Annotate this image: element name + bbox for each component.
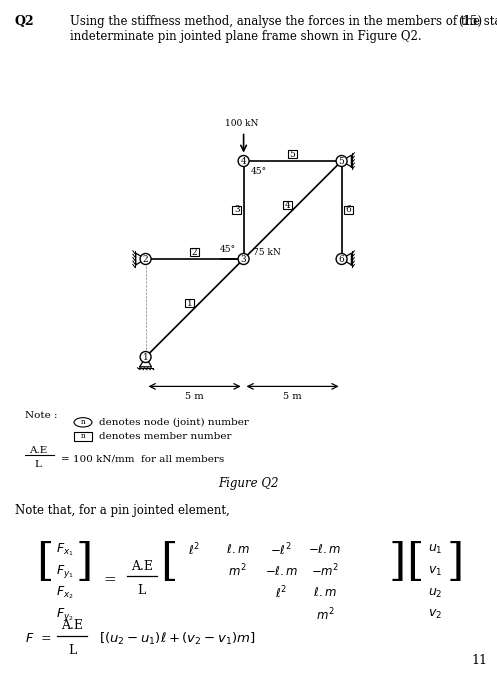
Text: L: L bbox=[138, 584, 146, 597]
Text: n: n bbox=[81, 419, 85, 426]
Text: 5: 5 bbox=[338, 157, 344, 165]
Text: [: [ bbox=[161, 540, 177, 584]
Text: $-m^2$: $-m^2$ bbox=[311, 563, 339, 580]
Text: Note :: Note : bbox=[25, 411, 57, 420]
Text: 6: 6 bbox=[339, 255, 344, 263]
Text: $-\ell.m$: $-\ell.m$ bbox=[264, 565, 298, 578]
Text: denotes member number: denotes member number bbox=[99, 432, 231, 441]
Bar bbox=[288, 150, 297, 158]
Text: $-\ell^2$: $-\ell^2$ bbox=[270, 541, 292, 558]
Text: 2: 2 bbox=[192, 248, 197, 257]
Text: $F_{x_2}$: $F_{x_2}$ bbox=[56, 584, 74, 601]
Text: 5: 5 bbox=[290, 150, 296, 159]
Text: 1: 1 bbox=[143, 353, 149, 361]
Text: 75 kN: 75 kN bbox=[253, 248, 281, 257]
Text: 3: 3 bbox=[234, 206, 240, 214]
Text: 4: 4 bbox=[285, 201, 291, 209]
Text: 45°: 45° bbox=[220, 245, 236, 254]
Text: $F_{x_1}$: $F_{x_1}$ bbox=[56, 541, 74, 558]
Text: 5 m: 5 m bbox=[283, 392, 302, 401]
Bar bbox=[344, 206, 353, 214]
Text: Using the stiffness method, analyse the forces in the members of the statically
: Using the stiffness method, analyse the … bbox=[70, 15, 497, 43]
Text: (15): (15) bbox=[458, 15, 482, 28]
Circle shape bbox=[140, 351, 151, 363]
Text: A.E: A.E bbox=[29, 446, 47, 455]
Circle shape bbox=[238, 155, 249, 167]
Text: ]: ] bbox=[389, 540, 406, 584]
Text: 4: 4 bbox=[241, 157, 247, 165]
Circle shape bbox=[238, 253, 249, 265]
Text: 100 kN: 100 kN bbox=[225, 119, 258, 127]
Text: [: [ bbox=[407, 540, 423, 584]
Text: Figure Q2: Figure Q2 bbox=[218, 477, 279, 489]
Text: A.E: A.E bbox=[61, 620, 83, 633]
Circle shape bbox=[336, 155, 347, 167]
Text: denotes node (joint) number: denotes node (joint) number bbox=[99, 418, 248, 427]
Text: 1: 1 bbox=[187, 299, 193, 307]
Text: $\ell.m$: $\ell.m$ bbox=[313, 587, 337, 599]
Text: $\ell^2$: $\ell^2$ bbox=[275, 584, 287, 601]
Text: 45°: 45° bbox=[250, 167, 266, 176]
Text: 5 m: 5 m bbox=[185, 392, 204, 401]
Text: 3: 3 bbox=[241, 255, 247, 263]
Bar bbox=[190, 248, 199, 256]
Circle shape bbox=[336, 253, 347, 265]
Text: L: L bbox=[35, 460, 42, 469]
Text: n: n bbox=[81, 433, 85, 440]
Text: $F_{y_1}$: $F_{y_1}$ bbox=[56, 563, 74, 580]
Text: ]: ] bbox=[76, 540, 93, 584]
Text: =: = bbox=[103, 573, 116, 587]
Text: = 100 kN/mm  for all members: = 100 kN/mm for all members bbox=[61, 454, 224, 463]
Text: 2: 2 bbox=[143, 255, 149, 263]
Bar bbox=[74, 432, 92, 441]
Text: A.E: A.E bbox=[131, 559, 153, 573]
Text: $F$  =: $F$ = bbox=[25, 632, 51, 645]
Text: $m^2$: $m^2$ bbox=[316, 606, 334, 623]
Text: $v_2$: $v_2$ bbox=[428, 608, 442, 621]
Bar bbox=[233, 206, 241, 214]
Text: $u_1$: $u_1$ bbox=[427, 543, 442, 556]
Text: Note that, for a pin jointed element,: Note that, for a pin jointed element, bbox=[15, 504, 230, 517]
Text: $u_2$: $u_2$ bbox=[427, 587, 442, 599]
Text: 11: 11 bbox=[471, 654, 487, 667]
Text: $\ell.m$: $\ell.m$ bbox=[226, 543, 249, 556]
Text: [: [ bbox=[36, 540, 53, 584]
Text: ]: ] bbox=[446, 540, 463, 584]
Bar bbox=[185, 299, 194, 307]
Text: $-\ell.m$: $-\ell.m$ bbox=[308, 543, 342, 556]
Text: L: L bbox=[68, 644, 76, 657]
Text: $v_1$: $v_1$ bbox=[428, 565, 442, 578]
Text: $m^2$: $m^2$ bbox=[228, 563, 247, 580]
Bar bbox=[283, 201, 292, 209]
Text: $\left[(u_2 - u_1)\ell + (v_2 - v_1)m\right]$: $\left[(u_2 - u_1)\ell + (v_2 - v_1)m\ri… bbox=[99, 631, 256, 647]
Text: 6: 6 bbox=[345, 206, 351, 214]
Text: $\ell^2$: $\ell^2$ bbox=[188, 541, 200, 558]
Text: $F_{y_2}$: $F_{y_2}$ bbox=[56, 606, 74, 623]
Circle shape bbox=[140, 253, 151, 265]
Text: Q2: Q2 bbox=[15, 15, 34, 28]
